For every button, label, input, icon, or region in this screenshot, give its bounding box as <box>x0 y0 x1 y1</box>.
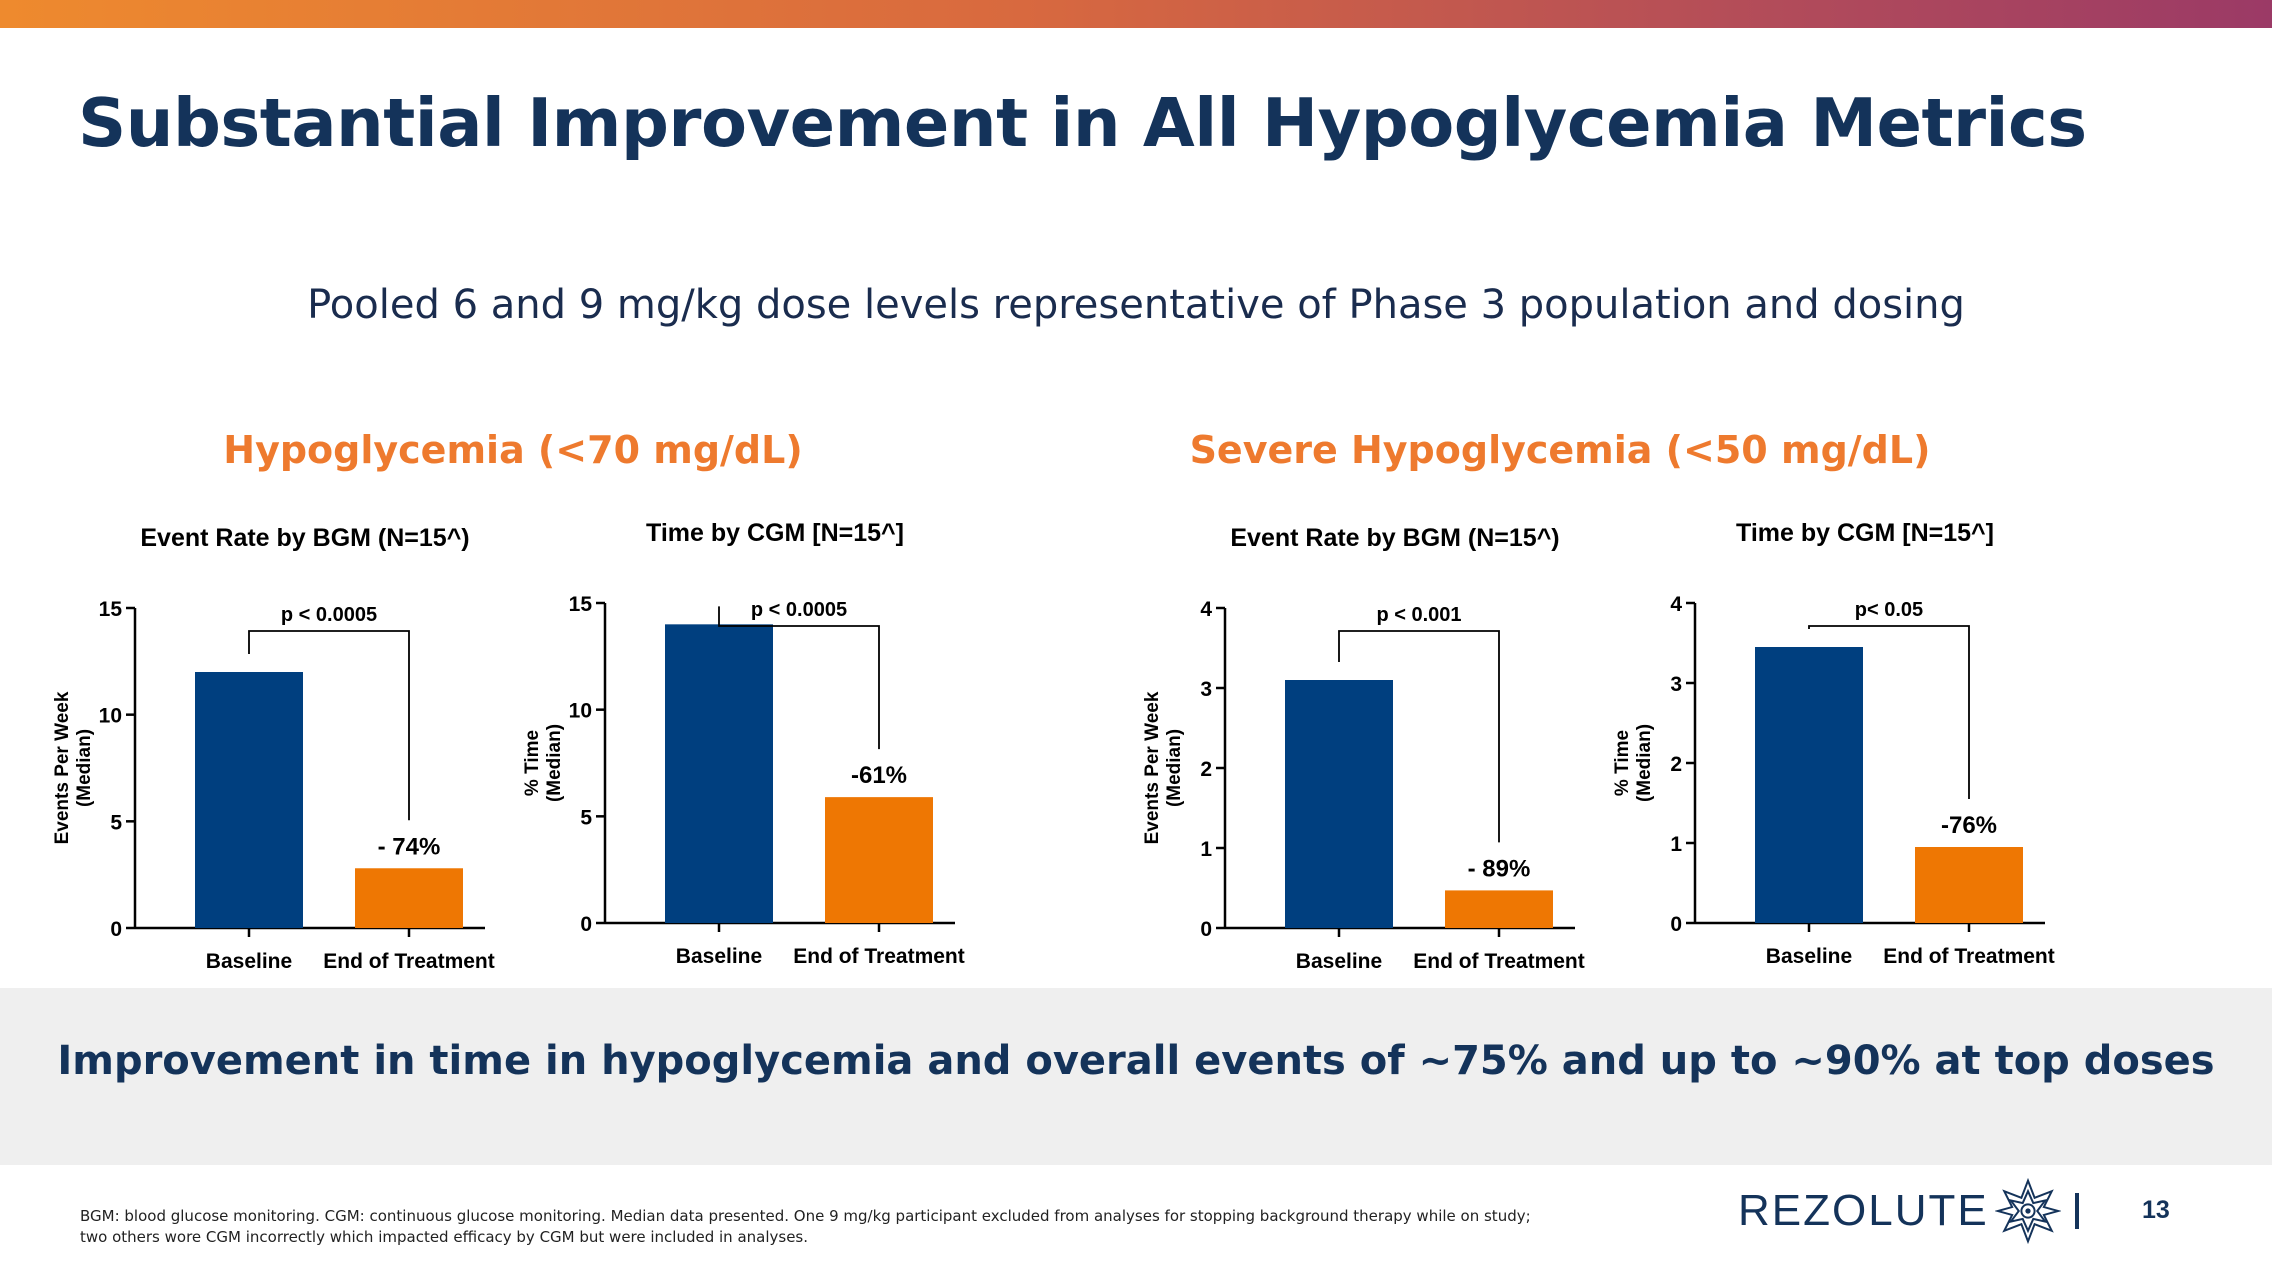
company-logo: REZOLUTE <box>1738 1176 2079 1246</box>
significance-bracket <box>248 630 410 821</box>
chart-title: Time by CGM [N=15^] <box>1736 519 1994 547</box>
y-tick-label: 0 <box>1200 918 1212 941</box>
bar-end-of-treatment <box>355 868 463 928</box>
chart-title: Event Rate by BGM (N=15^) <box>1230 524 1559 552</box>
p-value-label: p< 0.05 <box>1855 599 1923 621</box>
y-axis-label-line1: Events Per Week <box>52 691 73 844</box>
top-accent-bar <box>0 0 2272 28</box>
change-label: - 74% <box>378 833 441 860</box>
y-tick-label: 2 <box>1670 753 1682 776</box>
x-tick-label: Baseline <box>1296 950 1382 973</box>
y-tick-label: 4 <box>1200 598 1212 621</box>
y-tick-label: 10 <box>569 700 592 723</box>
chart-event-rate-severe: Event Rate by BGM (N=15^) Events Per Week… <box>1142 524 1585 973</box>
y-tick-label: 1 <box>1670 833 1682 856</box>
y-axis-label: % Time (Median) <box>522 724 565 802</box>
y-axis-label: Events Per Week (Median) <box>52 691 95 844</box>
change-label: -76% <box>1941 812 1997 839</box>
y-axis-label: Events Per Week (Median) <box>1142 691 1185 844</box>
y-axis-label-line1: % Time <box>522 730 543 796</box>
x-tick-label: Baseline <box>206 950 292 973</box>
p-value-label: p < 0.001 <box>1376 604 1461 626</box>
x-tick-label: End of Treatment <box>1413 950 1585 973</box>
bar-baseline <box>195 672 303 928</box>
y-axis-label-line1: Events Per Week <box>1142 691 1163 844</box>
significance-bracket <box>1338 630 1500 843</box>
p-value-label: p < 0.0005 <box>751 599 847 621</box>
y-tick-label: 2 <box>1200 758 1212 781</box>
logo-separator <box>2074 1193 2079 1229</box>
x-tick-label: Baseline <box>1766 945 1852 968</box>
bar-baseline <box>665 624 773 923</box>
x-tick-label: End of Treatment <box>1883 945 2055 968</box>
y-axis-label-line1: % Time <box>1612 730 1633 796</box>
significance-bracket <box>1808 625 1970 799</box>
x-tick-label: Baseline <box>676 945 762 968</box>
y-axis-label-line2: (Median) <box>544 724 565 802</box>
bar-end-of-treatment <box>825 797 933 923</box>
summary-banner-text: Improvement in time in hypoglycemia and … <box>57 1038 2215 1084</box>
chart-event-rate-hypoglycemia: Event Rate by BGM (N=15^) Events Per Week… <box>52 524 495 973</box>
section-title-hypoglycemia: Hypoglycemia (<70 mg/dL) <box>223 428 803 472</box>
bar-baseline <box>1285 680 1393 928</box>
significance-bracket <box>718 606 880 750</box>
summary-banner: Improvement in time in hypoglycemia and … <box>0 988 2272 1165</box>
y-axis-label: % Time (Median) <box>1612 724 1655 802</box>
change-label: -61% <box>851 762 907 789</box>
y-tick-label: 3 <box>1200 678 1212 701</box>
y-tick-label: 10 <box>99 705 122 728</box>
y-tick-label: 15 <box>569 593 593 616</box>
change-label: - 89% <box>1468 855 1531 882</box>
section-title-severe-hypoglycemia: Severe Hypoglycemia (<50 mg/dL) <box>1189 428 1931 472</box>
x-tick-label: End of Treatment <box>323 950 495 973</box>
y-tick-label: 0 <box>580 913 592 936</box>
bar-end-of-treatment <box>1915 847 2023 923</box>
y-axis-label-line2: (Median) <box>1164 729 1185 807</box>
y-tick-label: 4 <box>1670 593 1682 616</box>
slide-subtitle: Pooled 6 and 9 mg/kg dose levels represe… <box>307 282 1965 328</box>
y-tick-label: 3 <box>1670 673 1682 696</box>
y-tick-label: 5 <box>580 806 592 829</box>
y-tick-label: 15 <box>99 598 123 621</box>
bar-baseline <box>1755 647 1863 923</box>
chart-time-cgm-hypoglycemia: Time by CGM [N=15^] % Time (Median) 0 5 10 15 B… <box>522 519 965 968</box>
y-axis-label-line2: (Median) <box>74 729 95 807</box>
page-number: 13 <box>2142 1196 2170 1224</box>
y-tick-label: 0 <box>110 918 122 941</box>
x-tick-label: End of Treatment <box>793 945 965 968</box>
chart-title: Event Rate by BGM (N=15^) <box>140 524 469 552</box>
bar-end-of-treatment <box>1445 890 1553 928</box>
footnote: BGM: blood glucose monitoring. CGM: cont… <box>80 1207 1531 1246</box>
logo-star-icon <box>1994 1178 2061 1244</box>
p-value-label: p < 0.0005 <box>281 604 377 626</box>
y-tick-label: 0 <box>1670 913 1682 936</box>
y-axis-label-line2: (Median) <box>1634 724 1655 802</box>
y-tick-label: 1 <box>1200 838 1212 861</box>
chart-title: Time by CGM [N=15^] <box>646 519 904 547</box>
chart-time-cgm-severe: Time by CGM [N=15^] % Time (Median) 0 1 2 3 4 Ba… <box>1612 519 2055 968</box>
logo-wordmark: REZOLUTE <box>1738 1186 1989 1235</box>
slide-title: Substantial Improvement in All Hypoglyce… <box>78 84 2087 162</box>
y-tick-label: 5 <box>110 811 122 834</box>
